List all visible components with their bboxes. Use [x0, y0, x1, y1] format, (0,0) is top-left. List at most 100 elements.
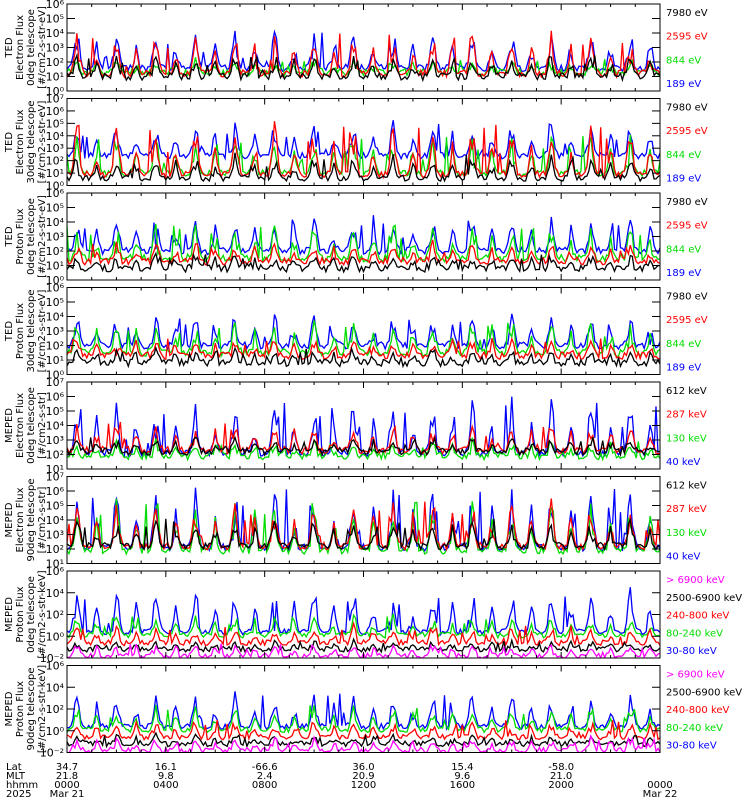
legend-entry: 612 keV: [666, 481, 707, 492]
y-tick-label: 10⁷: [46, 471, 64, 484]
y-axis-label: TED: [4, 321, 15, 342]
y-tick-label: 10²: [46, 340, 64, 353]
footer-row-hhmm: hhmm 0000 0400 0800 1200 1600 2000 0000: [0, 781, 750, 791]
footer-value: 0800: [251, 780, 278, 791]
y-tick-label: 10⁴: [46, 420, 65, 433]
y-axis-label: Proton Flux: [15, 303, 26, 359]
y-tick-label: 10⁶: [46, 282, 65, 295]
legend-entry: > 6900 keV: [666, 670, 725, 681]
panel-6: 10⁻² 10⁰ 10² 10⁴ 10⁶ MEPED Proton Flux 0deg tel…: [4, 565, 742, 665]
y-axis-label: 30deg telescope: [26, 289, 37, 372]
footer-value: 2000: [548, 780, 574, 791]
panel-data-1: [67, 120, 660, 183]
footer-row-date: 2025 Mar 21 Mar 22: [0, 790, 750, 800]
y-axis-label: MEPED: [4, 502, 15, 537]
legend-entry: 2595 eV: [666, 315, 708, 326]
y-tick-label: 10³: [46, 434, 64, 447]
y-tick-label: 10²: [46, 155, 64, 168]
footer-value: 9.8: [157, 771, 174, 782]
y-axis-label: 0deg telescope: [26, 9, 37, 86]
series-line-3-3: [67, 313, 660, 351]
y-tick-label: 10²: [46, 245, 64, 258]
series-line-7-2: [67, 719, 660, 742]
footer-value: 0400: [153, 780, 179, 791]
legend-entry: 7980 eV: [666, 292, 708, 303]
legend-entry: 7980 eV: [666, 197, 708, 208]
series-line-0-1: [67, 30, 660, 80]
y-tick-label: 10³: [46, 529, 64, 542]
y-axis-label: [#/cm2-s-str]: [37, 392, 48, 459]
footer-value: 0000: [647, 780, 673, 791]
y-axis-label: MEPED: [4, 691, 15, 726]
panel-data-4: [67, 396, 660, 462]
footer-value: 0000: [54, 780, 80, 791]
legend-entry: 2500-6900 keV: [666, 593, 742, 604]
y-tick-label: 10¹: [46, 463, 64, 476]
legend-entry: 40 keV: [666, 457, 700, 468]
legend-entry: 844 eV: [666, 55, 701, 66]
legend-entry: 80-240 keV: [666, 628, 723, 639]
y-tick-label: 10²: [46, 543, 64, 556]
y-axis-label: [#/cm2-s-str-keV]: [37, 570, 48, 658]
y-axis-label: Electron Flux: [15, 109, 26, 174]
legend-entry: 612 keV: [666, 386, 707, 397]
y-tick-label: 10⁻²: [40, 747, 64, 760]
series-line-3-0: [67, 345, 660, 369]
y-tick-label: 10⁴: [46, 311, 65, 324]
y-tick-label: 10⁷: [46, 93, 64, 106]
legend-entry: 7980 eV: [666, 8, 708, 19]
panel-data-0: [67, 29, 660, 83]
legend-entry: 287 keV: [666, 410, 707, 421]
y-tick-label: 10¹: [46, 260, 64, 273]
y-tick-label: 10⁵: [46, 500, 64, 513]
footer-value: Mar 22: [642, 789, 678, 800]
footer-value: 21.0: [550, 771, 573, 782]
y-tick-label: 10⁵: [46, 296, 64, 309]
legend-entry: 2500-6900 keV: [666, 687, 742, 698]
y-axis-label: [#/cm2-s-str-keV]: [37, 665, 48, 753]
y-tick-label: 10³: [46, 142, 64, 155]
legend-entry: 40 keV: [666, 552, 700, 563]
series-line-5-0: [67, 517, 660, 552]
legend-entry: 2595 eV: [666, 32, 708, 43]
footer-value: -58.0: [548, 762, 575, 773]
y-tick-label: 10³: [46, 325, 64, 338]
panel-frame-4: [66, 381, 661, 470]
y-tick-label: 10²: [46, 56, 64, 69]
panel-frame-2: [66, 192, 661, 281]
y-tick-label: 10⁶: [46, 485, 65, 498]
footer-value: -66.6: [251, 762, 278, 773]
footer-value: 15.4: [451, 762, 474, 773]
legend-entry: 30-80 keV: [666, 646, 717, 657]
footer-value: 1600: [449, 780, 476, 791]
legend-entry: 30-80 keV: [666, 741, 717, 752]
y-axis-label: TED: [4, 226, 15, 247]
legend-entry: 2595 eV: [666, 221, 708, 232]
series-line-3-1: [67, 336, 660, 361]
series-line-2-0: [67, 251, 660, 274]
y-axis-label: Proton Flux: [15, 681, 26, 737]
y-axis-label: [#/cm2-s-str-eV]: [37, 290, 48, 373]
y-axis-label: 0deg telescope: [26, 198, 37, 275]
y-axis-label: Proton Flux: [15, 208, 26, 264]
footer-row-lat: Lat 34.7 16.1 -66.6 36.0 15.4 -58.0: [0, 763, 750, 773]
footer-value: 21.8: [55, 771, 79, 782]
y-tick-label: 10⁶: [46, 391, 65, 404]
legend-entry: 240-800 keV: [666, 611, 730, 622]
y-tick-label: 10⁵: [46, 405, 64, 418]
footer-value: 2.4: [256, 771, 273, 782]
y-tick-label: 10⁰: [46, 725, 65, 738]
footer-value: 1200: [350, 780, 377, 791]
y-tick-label: 10⁶: [46, 660, 65, 673]
legend-entry: 2595 eV: [666, 126, 708, 137]
y-axis-label: 90deg telescope: [26, 478, 37, 561]
y-tick-label: 10⁵: [46, 202, 64, 215]
series-line-6-1: [67, 637, 660, 654]
footer-value: Mar 21: [49, 789, 85, 800]
series-line-7-3: [67, 704, 660, 734]
footer-value: 20.9: [352, 771, 375, 782]
y-tick-label: 10⁶: [46, 565, 65, 578]
